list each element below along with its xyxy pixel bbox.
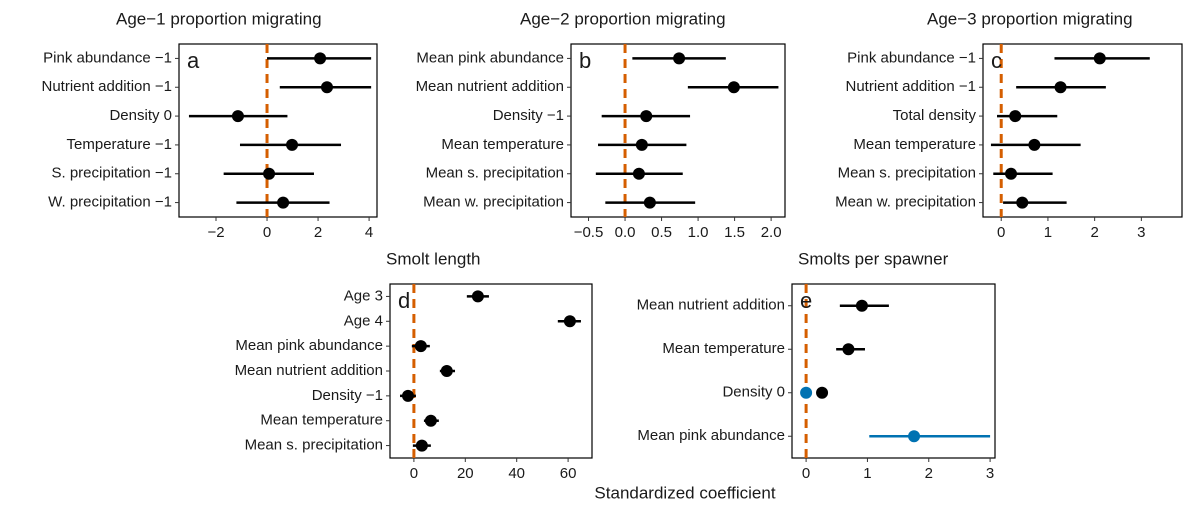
y-tick-label: Mean s. precipitation	[245, 437, 383, 454]
y-tick-label: Mean nutrient addition	[416, 78, 564, 95]
plot-frame	[791, 283, 996, 459]
y-tick-label: Mean w. precipitation	[423, 194, 564, 211]
y-tick-label: Pink abundance −1	[847, 49, 976, 66]
point	[643, 196, 656, 209]
x-tick-label: 0	[997, 224, 1005, 241]
y-tick-label: Mean s. precipitation	[838, 165, 976, 182]
plot-frame	[570, 43, 786, 218]
point	[1093, 52, 1106, 65]
y-tick-label: Nutrient addition −1	[41, 78, 172, 95]
point	[231, 110, 244, 123]
y-tick-label: Mean w. precipitation	[835, 194, 976, 211]
point	[673, 52, 686, 65]
x-tick-label: 2.0	[761, 224, 782, 241]
y-tick-label: Density −1	[493, 107, 564, 124]
x-tick-label: 0.5	[651, 224, 672, 241]
y-tick-label: Nutrient addition −1	[845, 78, 976, 95]
chart-title: Smolts per spawner	[798, 249, 949, 268]
y-tick-label: Mean pink abundance	[416, 49, 564, 66]
point	[401, 389, 414, 402]
point	[277, 196, 290, 209]
y-tick-label: Mean s. precipitation	[426, 165, 564, 182]
panel-letter: a	[187, 48, 200, 73]
point	[816, 386, 829, 399]
point	[842, 343, 855, 356]
y-tick-label: Density 0	[109, 107, 172, 124]
point	[640, 110, 653, 123]
x-tick-label: 0	[802, 465, 810, 482]
point	[855, 299, 868, 312]
x-tick-label: 0	[263, 224, 271, 241]
point	[1028, 138, 1041, 151]
x-tick-label: 1	[1044, 224, 1052, 241]
chart-title: Age−2 proportion migrating	[520, 9, 726, 28]
x-tick-label: −0.5	[574, 224, 604, 241]
x-tick-label: 4	[365, 224, 373, 241]
y-tick-label: Mean temperature	[260, 412, 383, 429]
plot-frame	[982, 43, 1183, 218]
y-tick-label: Mean nutrient addition	[235, 362, 383, 379]
point	[1054, 81, 1067, 94]
point	[320, 81, 333, 94]
point	[415, 439, 428, 452]
point	[1005, 167, 1018, 180]
x-tick-label: 1.0	[688, 224, 709, 241]
chart-title: Smolt length	[386, 249, 481, 268]
y-tick-label: S. precipitation −1	[52, 165, 173, 182]
point	[563, 315, 576, 328]
point	[635, 138, 648, 151]
x-tick-label: 1.5	[724, 224, 745, 241]
plot-frame	[178, 43, 378, 218]
x-tick-label: 2	[925, 465, 933, 482]
x-tick-label: 60	[560, 465, 577, 482]
chart-title: Age−1 proportion migrating	[116, 9, 322, 28]
y-tick-label: Age 4	[344, 312, 383, 329]
x-axis-label: Standardized coefficient	[594, 483, 775, 502]
point	[471, 290, 484, 303]
y-tick-label: Mean temperature	[662, 340, 785, 357]
point	[414, 340, 427, 353]
x-tick-label: 1	[863, 465, 871, 482]
x-tick-label: 2	[1090, 224, 1098, 241]
point	[908, 430, 921, 443]
panel-letter: b	[579, 48, 591, 73]
point	[424, 414, 437, 427]
y-tick-label: Age 3	[344, 287, 383, 304]
point	[263, 167, 276, 180]
x-tick-label: 40	[508, 465, 525, 482]
panel-letter: e	[800, 288, 812, 313]
x-tick-label: 0.0	[615, 224, 636, 241]
point	[800, 386, 813, 399]
y-tick-label: Density −1	[312, 387, 383, 404]
x-tick-label: 3	[1137, 224, 1145, 241]
point	[632, 167, 645, 180]
x-tick-label: 3	[986, 465, 994, 482]
y-tick-label: Mean pink abundance	[637, 427, 785, 444]
x-tick-label: 20	[457, 465, 474, 482]
y-tick-label: Temperature −1	[67, 136, 172, 153]
y-tick-label: Density 0	[722, 384, 785, 401]
y-tick-label: Pink abundance −1	[43, 49, 172, 66]
point	[1009, 110, 1022, 123]
y-tick-label: Mean pink abundance	[235, 337, 383, 354]
plot-frame	[389, 283, 593, 459]
point	[727, 81, 740, 94]
panel-letter: c	[991, 48, 1002, 73]
chart-title: Age−3 proportion migrating	[927, 9, 1133, 28]
y-tick-label: W. precipitation −1	[48, 194, 172, 211]
point	[440, 365, 453, 377]
x-tick-label: −2	[207, 224, 224, 241]
y-tick-label: Mean temperature	[853, 136, 976, 153]
point	[1016, 196, 1029, 209]
y-tick-label: Mean nutrient addition	[637, 297, 785, 314]
y-tick-label: Total density	[893, 107, 977, 124]
x-tick-label: 2	[314, 224, 322, 241]
point	[286, 138, 299, 151]
y-tick-label: Mean temperature	[441, 136, 564, 153]
x-tick-label: 0	[410, 465, 418, 482]
panel-letter: d	[398, 288, 410, 313]
point	[314, 52, 327, 65]
